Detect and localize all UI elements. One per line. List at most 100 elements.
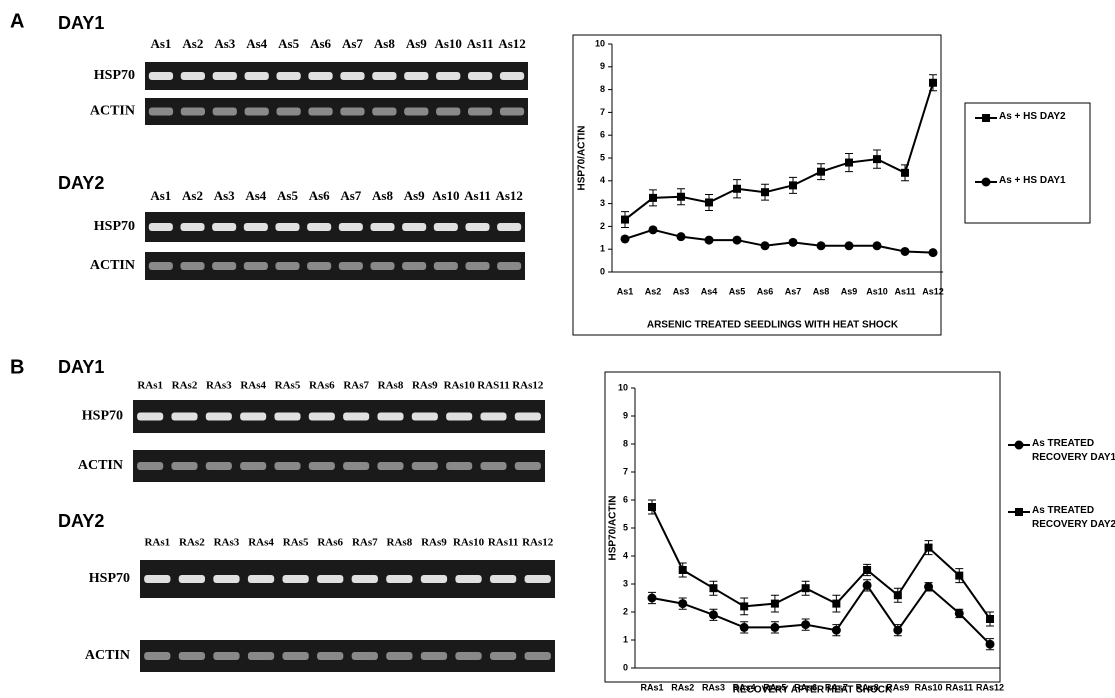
marker [789, 181, 797, 189]
marker [761, 188, 769, 196]
gel-band [274, 413, 300, 421]
y-tick-label: 8 [623, 438, 628, 448]
marker [873, 241, 882, 250]
gel-band [181, 108, 205, 116]
gel-band [248, 575, 274, 583]
y-tick-label: 0 [600, 266, 605, 276]
line [652, 507, 990, 619]
marker [648, 503, 656, 511]
marker [901, 247, 910, 256]
lane-label: RAs1 [137, 380, 163, 392]
gel-band [309, 413, 335, 421]
marker [709, 584, 717, 592]
marker [709, 610, 718, 619]
lane-label: RAs3 [206, 380, 232, 392]
marker [893, 626, 902, 635]
day-label: DAY1 [58, 13, 104, 33]
marker [801, 620, 810, 629]
marker [648, 594, 657, 603]
x-tick-label: RAs1 [640, 682, 663, 692]
marker [929, 79, 937, 87]
y-tick-label: 7 [623, 466, 628, 476]
y-tick-label: 8 [600, 84, 605, 94]
gel-band [402, 262, 426, 270]
gel-band [282, 575, 308, 583]
line [625, 230, 933, 253]
gel-band [497, 223, 521, 231]
y-tick-label: 4 [600, 175, 605, 185]
marker [740, 623, 749, 632]
gel-band [434, 262, 458, 270]
gel-band [307, 262, 331, 270]
marker [740, 602, 748, 610]
gel-band [308, 108, 332, 116]
gel-band [404, 72, 428, 80]
legend-label: As TREATED RECOVERY DAY2 [1032, 504, 1115, 532]
lane-label: As2 [182, 188, 203, 203]
lane-label: RAs6 [317, 537, 343, 549]
gel-band [317, 652, 343, 660]
gel-band [240, 462, 266, 470]
marker [817, 168, 825, 176]
legend-entry: As + HS DAY1 [999, 174, 1099, 208]
marker [677, 193, 685, 201]
lane-label: As7 [342, 36, 363, 51]
lane-label: RAs8 [387, 537, 413, 549]
gel-band [500, 108, 524, 116]
gel-band [181, 72, 205, 80]
legend-marker [982, 178, 991, 187]
marker [621, 216, 629, 224]
lane-label: As5 [278, 36, 299, 51]
gel-band [340, 108, 364, 116]
marker [678, 599, 687, 608]
y-tick-label: 10 [595, 38, 605, 48]
gel-band [468, 72, 492, 80]
marker [832, 626, 841, 635]
lane-label: As9 [404, 188, 425, 203]
gel-band [317, 575, 343, 583]
marker [955, 572, 963, 580]
legend-marker [982, 114, 990, 122]
lane-label: RAs11 [488, 537, 519, 549]
panel-letter: A [10, 10, 24, 32]
lane-label: As4 [245, 188, 266, 203]
gel-band [276, 108, 300, 116]
y-tick-label: 0 [623, 662, 628, 672]
marker [705, 236, 714, 245]
gel-band [412, 462, 438, 470]
y-tick-label: 5 [600, 152, 605, 162]
gel-band [149, 108, 173, 116]
gel-band [455, 652, 481, 660]
gel-band [137, 462, 163, 470]
marker [705, 198, 713, 206]
legend-entry: As TREATED RECOVERY DAY1 [1032, 437, 1115, 485]
marker [789, 238, 798, 247]
y-tick-label: 6 [600, 130, 605, 140]
gel-band [468, 108, 492, 116]
lane-label: As10 [434, 36, 461, 51]
gel-band [525, 575, 551, 583]
gel-band [465, 223, 489, 231]
legend-marker [1015, 441, 1024, 450]
marker [733, 236, 742, 245]
gel-band [377, 413, 403, 421]
gel-band [515, 413, 541, 421]
y-axis-title: HSP70/ACTIN [577, 125, 588, 190]
lane-label: As12 [498, 36, 525, 51]
marker [863, 566, 871, 574]
gel-band [245, 108, 269, 116]
gel-band [244, 223, 268, 231]
y-axis-title: HSP70/ACTIN [608, 495, 619, 560]
gel-band [500, 72, 524, 80]
marker [770, 623, 779, 632]
marker [986, 615, 994, 623]
x-tick-label: As5 [729, 286, 746, 296]
x-tick-label: As2 [645, 286, 662, 296]
marker [771, 600, 779, 608]
marker [845, 241, 854, 250]
lane-label: RAs4 [240, 380, 266, 392]
lane-label: As3 [214, 188, 235, 203]
gel-band [480, 462, 506, 470]
x-tick-label: As12 [922, 286, 944, 296]
lane-label: RAs4 [248, 537, 274, 549]
